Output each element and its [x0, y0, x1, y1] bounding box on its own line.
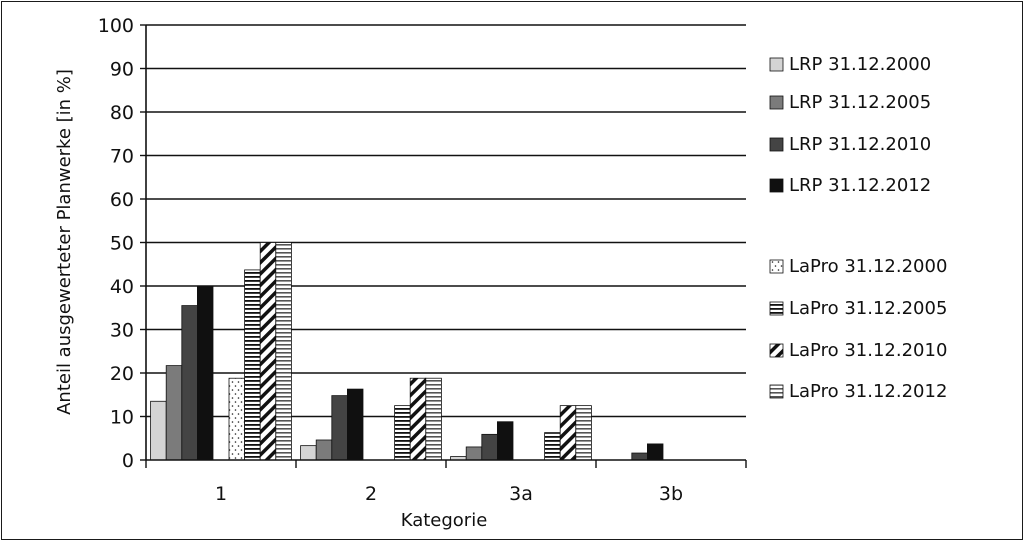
legend-swatch	[769, 57, 784, 72]
legend-label: LaPro 31.12.2012	[789, 381, 947, 402]
y-tick-label: 10	[110, 407, 134, 429]
legend-swatch	[769, 178, 784, 193]
bar	[559, 405, 577, 461]
legend-label: LRP 31.12.2010	[789, 134, 931, 155]
legend: LRP 31.12.2000 LRP 31.12.2005 LRP 31.12.20…	[769, 54, 947, 402]
legend-swatch	[769, 95, 784, 110]
bar	[181, 305, 198, 461]
legend-label: LRP 31.12.2012	[789, 175, 931, 196]
bar	[409, 377, 427, 461]
y-tick-label: 0	[122, 450, 134, 472]
y-axis-ticks: 0 10 20 30 40 50 60 70 80 90 100	[98, 15, 146, 472]
bar	[575, 405, 592, 461]
legend-label: LaPro 31.12.2010	[789, 340, 947, 361]
bar	[228, 377, 246, 461]
y-tick-label: 100	[98, 15, 134, 37]
legend-swatch	[769, 259, 784, 274]
bar	[425, 377, 442, 461]
legend-label: LaPro 31.12.2000	[789, 256, 947, 277]
y-tick-label: 50	[110, 233, 134, 255]
bar	[315, 439, 333, 461]
bar	[647, 443, 664, 461]
y-tick-label: 20	[110, 363, 134, 385]
bar	[331, 395, 348, 461]
x-axis-ticks: 1 2 3a 3b	[145, 460, 747, 505]
y-tick-label: 60	[110, 189, 134, 211]
legend-swatch	[769, 384, 784, 399]
bar	[394, 405, 411, 461]
y-axis-label: Anteil ausgewerteter Planwerke [in %]	[54, 69, 75, 415]
x-tick-label: 2	[365, 483, 377, 505]
y-tick-label: 30	[110, 320, 134, 342]
bars	[150, 242, 664, 461]
legend-label: LaPro 31.12.2005	[789, 298, 947, 319]
legend-swatch	[769, 137, 784, 152]
gridlines	[146, 24, 746, 418]
y-tick-label: 70	[110, 146, 134, 168]
x-tick-label: 1	[215, 483, 227, 505]
y-tick-label: 90	[110, 59, 134, 81]
bar	[259, 242, 277, 461]
bar	[275, 242, 292, 461]
bar	[631, 452, 648, 461]
bar	[346, 388, 364, 461]
bar	[196, 286, 214, 461]
legend-label: LRP 31.12.2000	[789, 54, 931, 75]
legend-label: LRP 31.12.2005	[789, 92, 931, 113]
x-axis-label: Kategorie	[401, 510, 488, 531]
x-tick-label: 3a	[509, 483, 533, 505]
y-tick-label: 40	[110, 276, 134, 298]
bar	[544, 432, 561, 461]
bar	[150, 400, 167, 461]
bar	[496, 421, 514, 461]
bar	[300, 445, 317, 461]
legend-swatch	[769, 301, 784, 316]
y-tick-label: 80	[110, 102, 134, 124]
bar	[165, 365, 183, 461]
legend-swatch	[769, 343, 784, 358]
bar	[244, 269, 261, 461]
bar	[481, 433, 498, 461]
bar	[465, 446, 483, 461]
x-tick-label: 3b	[659, 483, 683, 505]
